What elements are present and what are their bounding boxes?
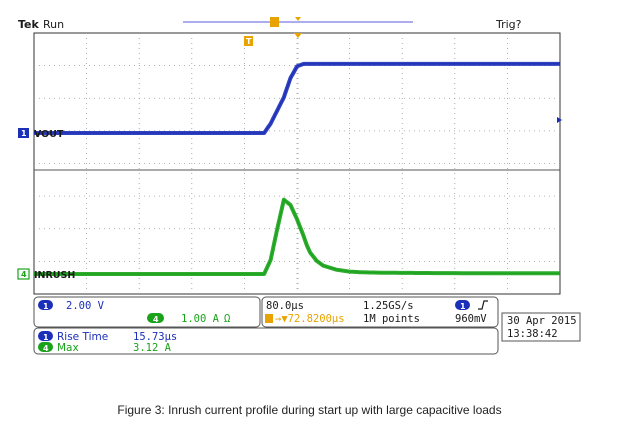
record-length-value: 1M points [363,313,420,325]
trigger-level-marker [557,117,562,123]
trigger-source-badge-number: 1 [460,302,466,311]
measurement-channel-badge [38,342,53,352]
ch4-coupling: Ω [224,313,230,325]
ch1-scale-value: 2.00 V [66,300,105,312]
ch4-trace-label: INRUSH [34,270,75,281]
measurement-name: Max [57,342,79,354]
measurement-channel-number: 4 [43,344,49,353]
trigger-position-badge-label: T [246,37,252,46]
measurement-row-max: 4 Max 3.12 A [38,342,172,354]
measurement-value: 3.12 A [133,342,172,354]
svg-text:4: 4 [21,270,27,279]
trigger-level-value: 960mV [455,313,487,325]
vertical-readout-panel [33,296,261,328]
measurement-value: 15.73µs [133,331,177,343]
rising-edge-icon [478,300,488,310]
trigger-position-value: →▼72.8200µs [275,313,345,325]
measurement-channel-badge [38,331,53,341]
trigger-time-marker [294,33,302,38]
measurement-row-rise-time: 1 Rise Time 15.73µs [38,331,177,343]
ch4-scale-value: 1.00 A [181,313,220,325]
ch4-ground-marker: 4 [17,268,30,280]
traces [34,61,560,276]
trigger-source-badge [455,300,470,310]
figure-caption: Figure 3: Inrush current profile during … [117,403,502,417]
ch4-scale-badge [147,313,164,323]
trigger-point-marker [295,17,301,21]
trace-vout-core [34,63,560,134]
run-status: Run [43,18,64,31]
sample-rate-value: 1.25GS/s [363,300,414,312]
trace-inrush-core [34,199,560,275]
ch4-scale-badge-number: 4 [153,315,159,324]
time-value: 13:38:42 [507,328,558,340]
ch1-scale-badge-number: 1 [43,302,49,311]
horizontal-readout-panel [261,296,499,328]
datetime-panel [501,312,581,342]
graticule [34,33,560,294]
measurement-name: Rise Time [57,331,108,343]
ch1-ground-marker: 1 [18,128,29,138]
timebase-value: 80.0µs [266,300,304,312]
record-window-marker [270,17,279,27]
ch1-trace-label: VOUT [34,129,64,140]
svg-text:1: 1 [21,129,27,138]
trigger-position-icon [265,314,273,323]
trigger-status: Trig? [495,18,522,31]
plot-area [33,32,561,295]
measurement-panel [33,327,499,355]
date-value: 30 Apr 2015 [507,315,577,327]
trigger-position-badge [244,36,253,46]
measurement-channel-number: 1 [43,333,49,342]
brand-label: Tek [18,18,40,31]
ch1-scale-badge [38,300,53,310]
